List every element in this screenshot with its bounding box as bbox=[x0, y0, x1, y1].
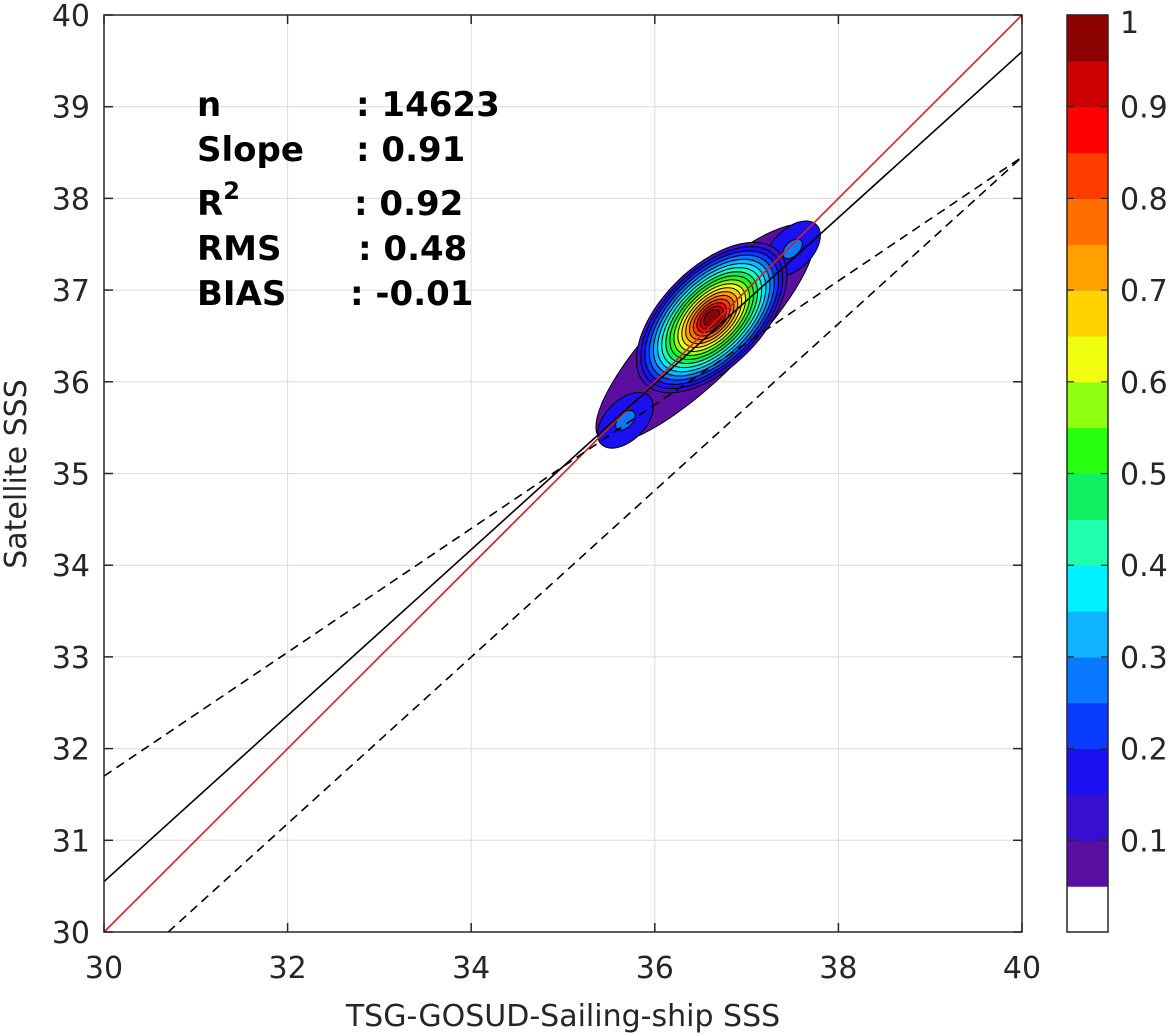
stat-label: Slope bbox=[197, 130, 304, 170]
colorbar-segment bbox=[1067, 473, 1108, 520]
density-contours bbox=[595, 220, 821, 449]
stat-label: n bbox=[197, 85, 221, 125]
colorbar-segment bbox=[1067, 794, 1108, 841]
x-tick-labels: 30 32 34 36 38 40 bbox=[85, 951, 1041, 986]
colorbar-segment bbox=[1067, 335, 1108, 383]
x-tick-label: 34 bbox=[452, 951, 490, 986]
y-tick-label: 34 bbox=[52, 549, 90, 584]
upper-bound-line bbox=[103, 156, 1023, 777]
colorbar-segment bbox=[1067, 656, 1108, 704]
colorbar-segment bbox=[1067, 519, 1108, 566]
x-tick-label: 36 bbox=[636, 951, 674, 986]
stat-label: BIAS bbox=[197, 274, 286, 314]
stat-value: : 0.92 bbox=[354, 184, 463, 224]
colorbar-tick-label: 0.4 bbox=[1120, 549, 1168, 584]
colorbar-segment bbox=[1067, 427, 1108, 475]
y-tick-label: 37 bbox=[52, 274, 90, 309]
stat-value: : -0.01 bbox=[350, 274, 473, 314]
colorbar-segment bbox=[1067, 198, 1108, 245]
stat-value: : 0.48 bbox=[358, 229, 467, 269]
y-tick-label: 31 bbox=[52, 824, 90, 859]
stat-label-text: Slope bbox=[197, 130, 304, 170]
colorbar-tick-label: 0.1 bbox=[1120, 824, 1168, 859]
y-tick-label: 40 bbox=[52, 0, 90, 34]
colorbar-tick-label: 0.7 bbox=[1120, 274, 1168, 309]
colorbar-tick-label: 0.8 bbox=[1120, 182, 1168, 217]
x-axis-label: TSG-GOSUD-Sailing-ship SSS bbox=[345, 999, 780, 1034]
colorbar-tick-label: 0.5 bbox=[1120, 458, 1168, 493]
y-tick-label: 38 bbox=[52, 182, 90, 217]
x-tick-label: 32 bbox=[269, 951, 307, 986]
colorbar-segment bbox=[1067, 106, 1108, 154]
stat-label-text: RMS bbox=[197, 229, 282, 269]
stat-label: RMS bbox=[197, 229, 282, 269]
y-axis-label: Satellite SSS bbox=[0, 379, 34, 569]
colorbar-segment bbox=[1067, 152, 1108, 199]
colorbar-segment bbox=[1067, 611, 1108, 658]
one-to-one-line bbox=[103, 14, 1023, 933]
colorbar-segment bbox=[1067, 60, 1108, 108]
colorbar-segment bbox=[1067, 702, 1108, 750]
colorbar-segment bbox=[1067, 886, 1108, 933]
colorbar-tick-label: 1 bbox=[1120, 6, 1139, 41]
colorbar-segment bbox=[1067, 15, 1108, 62]
stat-label-text: R bbox=[197, 184, 223, 224]
y-tick-label: 35 bbox=[52, 458, 90, 493]
y-tick-labels: 30 31 32 33 34 35 36 37 38 39 40 bbox=[52, 0, 90, 951]
x-tick-label: 40 bbox=[1003, 951, 1041, 986]
stat-label-text: BIAS bbox=[197, 274, 286, 314]
stats-annotation: n : 14623 Slope : 0.91 R2 : 0.92 RMS : 0.48 BIAS… bbox=[197, 85, 500, 314]
axis-ticks bbox=[103, 14, 1023, 933]
regression-line bbox=[103, 51, 1023, 883]
y-tick-label: 33 bbox=[52, 641, 90, 676]
colorbar-segment bbox=[1067, 290, 1108, 337]
colorbar: 0.1 0.2 0.3 0.4 0.5 0.6 0.7 0.8 0.9 1 bbox=[1066, 6, 1168, 933]
y-tick-label: 36 bbox=[52, 366, 90, 401]
colorbar-segment bbox=[1067, 244, 1108, 291]
y-tick-label: 39 bbox=[52, 91, 90, 126]
colorbar-tick-label: 0.9 bbox=[1120, 91, 1168, 126]
colorbar-tick-label: 0.6 bbox=[1120, 366, 1168, 401]
colorbar-segment bbox=[1067, 748, 1108, 796]
colorbar-tick-label: 0.3 bbox=[1120, 641, 1168, 676]
colorbar-segment bbox=[1067, 840, 1108, 887]
stat-value: : 0.91 bbox=[356, 130, 465, 170]
stat-superscript: 2 bbox=[223, 177, 240, 205]
lower-bound-line bbox=[167, 156, 1023, 933]
colorbar-segment bbox=[1067, 381, 1108, 429]
y-tick-label: 32 bbox=[52, 733, 90, 768]
stat-label-text: n bbox=[197, 85, 221, 125]
colorbar-tick-label: 0.2 bbox=[1120, 733, 1168, 768]
stat-value: : 14623 bbox=[356, 85, 500, 125]
x-tick-label: 38 bbox=[819, 951, 857, 986]
colorbar-segment bbox=[1067, 565, 1108, 612]
y-tick-label: 30 bbox=[52, 916, 90, 951]
reference-lines bbox=[103, 14, 1023, 933]
x-tick-label: 30 bbox=[85, 951, 123, 986]
stat-label: R2 bbox=[197, 177, 240, 224]
